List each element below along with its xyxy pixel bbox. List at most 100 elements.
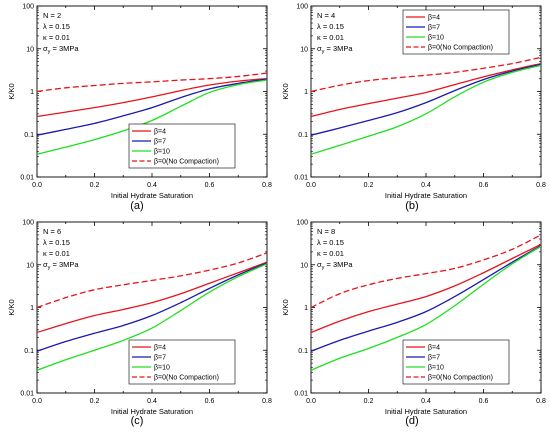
param-label: N = 6 xyxy=(43,227,61,236)
legend: β=4 β=7 β=10 β=0(No Compaction) xyxy=(128,123,236,169)
legend: β=4 β=7 β=10 β=0(No Compaction) xyxy=(128,339,236,385)
legend-label-2: β=7 xyxy=(428,25,440,32)
x-tick-label: 0.2 xyxy=(364,182,374,189)
series-line-1 xyxy=(311,243,541,334)
y-tick-label: 100 xyxy=(296,4,308,11)
legend-label-2: β=7 xyxy=(154,139,166,146)
series-line-2 xyxy=(37,78,267,136)
y-tick-label: 0.1 xyxy=(24,348,34,355)
y-tick-label: 1 xyxy=(30,89,34,96)
series-line-3 xyxy=(37,263,267,371)
x-tick-label: 0.6 xyxy=(479,398,489,405)
y-tick-label: 10 xyxy=(26,46,34,53)
y-axis-title: K/K0 xyxy=(281,83,290,99)
panel-label: (c) xyxy=(131,415,144,427)
y-tick-label: 0.01 xyxy=(294,391,308,398)
x-tick-label: 0.4 xyxy=(147,398,157,405)
y-tick-label: 1 xyxy=(304,89,308,96)
x-tick-label: 0.0 xyxy=(306,398,316,405)
legend-label-4: β=0(No Compaction) xyxy=(428,45,493,52)
x-tick-label: 0.2 xyxy=(90,182,100,189)
legend-label-3: β=10 xyxy=(428,365,444,372)
param-label: κ = 0.01 xyxy=(317,249,344,258)
series-line-1 xyxy=(311,62,541,118)
series-line-3 xyxy=(311,64,541,155)
y-tick-label: 10 xyxy=(300,46,308,53)
x-tick-label: 0.6 xyxy=(205,398,215,405)
y-tick-label: 10 xyxy=(300,262,308,269)
legend-label-2: β=7 xyxy=(428,355,440,362)
y-tick-label: 100 xyxy=(296,220,308,227)
legend-label-4: β=0(No Compaction) xyxy=(428,375,493,382)
chart-panel-4: 0.01 0.1 1 10 100 0.0 0.2 0.4 0.6 0.8 Initial Hydr… xyxy=(281,220,546,428)
y-axis-title: K/K0 xyxy=(281,299,290,315)
x-tick-label: 0.8 xyxy=(262,398,272,405)
y-tick-label: 10 xyxy=(26,262,34,269)
param-label: λ = 0.15 xyxy=(43,22,70,31)
param-label: σy = 3MPa xyxy=(43,260,79,271)
x-tick-label: 0.2 xyxy=(90,398,100,405)
y-tick-label: 100 xyxy=(22,4,34,11)
x-tick-label: 0.4 xyxy=(421,182,431,189)
legend-label-4: β=0(No Compaction) xyxy=(154,159,219,166)
y-tick-label: 100 xyxy=(22,220,34,227)
legend-label-3: β=10 xyxy=(154,365,170,372)
series-line-2 xyxy=(311,63,541,136)
param-label: κ = 0.01 xyxy=(43,33,70,42)
series-line-1 xyxy=(37,261,267,334)
chart-panel-1: 0.01 0.1 1 10 100 0.0 0.2 0.4 0.6 0.8 Initial Hydr… xyxy=(7,4,272,213)
y-tick-label: 0.1 xyxy=(298,348,308,355)
y-tick-label: 0.01 xyxy=(294,175,308,182)
y-axis-title: K/K0 xyxy=(7,83,16,99)
series-line-4 xyxy=(37,72,267,93)
y-tick-label: 0.01 xyxy=(20,391,34,398)
x-tick-label: 0.4 xyxy=(147,182,157,189)
series-line-4 xyxy=(37,252,267,309)
y-axis-title: K/K0 xyxy=(7,299,16,315)
legend-label-2: β=7 xyxy=(154,355,166,362)
param-label: κ = 0.01 xyxy=(43,249,70,258)
legend-label-4: β=0(No Compaction) xyxy=(154,375,219,382)
param-label: N = 4 xyxy=(317,11,335,20)
x-tick-label: 0.8 xyxy=(536,182,546,189)
series-line-1 xyxy=(37,77,267,118)
legend-label-1: β=4 xyxy=(428,15,440,22)
x-tick-label: 0.2 xyxy=(364,398,374,405)
x-axis-title: Initial Hydrate Saturation xyxy=(385,191,467,200)
series-line-3 xyxy=(37,79,267,155)
param-label: N = 8 xyxy=(317,227,335,236)
x-tick-label: 0.6 xyxy=(205,182,215,189)
x-tick-label: 0.6 xyxy=(479,182,489,189)
x-tick-label: 0.0 xyxy=(32,398,42,405)
chart-panel-2: 0.01 0.1 1 10 100 0.0 0.2 0.4 0.6 0.8 Initial Hydr… xyxy=(281,4,546,213)
x-axis-title: Initial Hydrate Saturation xyxy=(385,407,467,416)
x-tick-label: 0.4 xyxy=(421,398,431,405)
y-tick-label: 1 xyxy=(30,305,34,312)
param-label: κ = 0.01 xyxy=(317,33,344,42)
legend-label-1: β=4 xyxy=(428,345,440,352)
legend-label-1: β=4 xyxy=(154,345,166,352)
param-label: σy = 3MPa xyxy=(317,44,353,55)
legend-label-3: β=10 xyxy=(428,35,444,42)
param-label: λ = 0.15 xyxy=(43,238,70,247)
x-tick-label: 0.0 xyxy=(306,182,316,189)
series-line-4 xyxy=(311,234,541,309)
series-line-4 xyxy=(311,56,541,93)
param-label: σy = 3MPa xyxy=(43,44,79,55)
x-axis-title: Initial Hydrate Saturation xyxy=(111,191,193,200)
x-axis-title: Initial Hydrate Saturation xyxy=(111,407,193,416)
legend: β=4 β=7 β=10 β=0(No Compaction) xyxy=(402,9,510,55)
legend-label-1: β=4 xyxy=(154,129,166,136)
y-tick-label: 0.01 xyxy=(20,175,34,182)
series-line-3 xyxy=(311,245,541,371)
y-tick-label: 0.1 xyxy=(24,132,34,139)
param-label: σy = 3MPa xyxy=(317,260,353,271)
panel-label: (a) xyxy=(130,200,143,212)
x-tick-label: 0.0 xyxy=(32,182,42,189)
param-label: λ = 0.15 xyxy=(317,22,344,31)
y-tick-label: 1 xyxy=(304,305,308,312)
chart-panel-3: 0.01 0.1 1 10 100 0.0 0.2 0.4 0.6 0.8 Initial Hydr… xyxy=(7,220,272,428)
param-label: N = 2 xyxy=(43,11,61,20)
y-tick-label: 0.1 xyxy=(298,132,308,139)
